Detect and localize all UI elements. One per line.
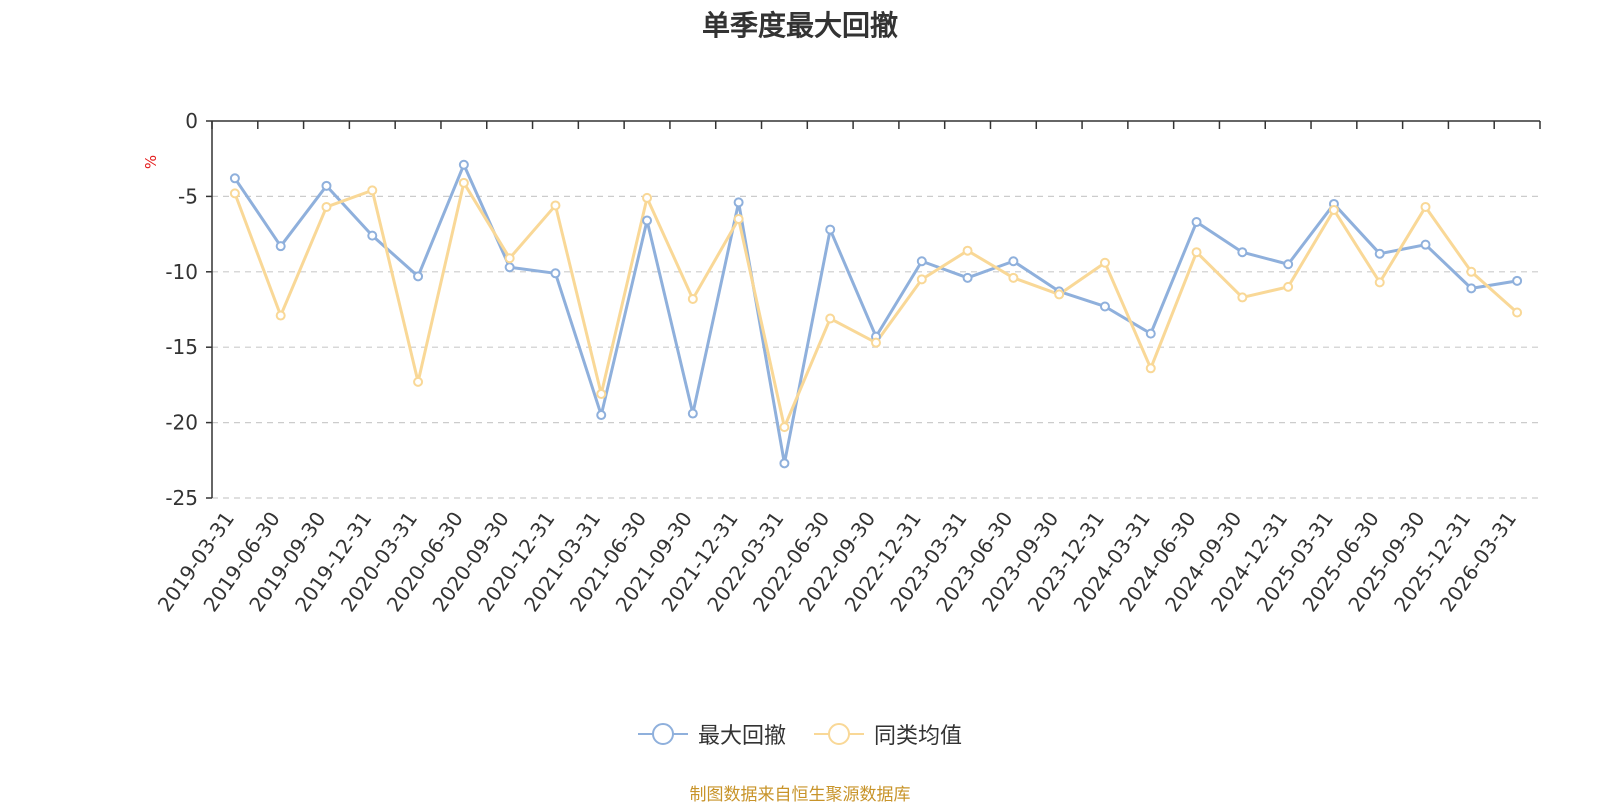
data-point-1 — [642, 192, 653, 203]
legend-label: 最大回撤 — [697, 724, 786, 749]
data-point-1 — [1512, 307, 1523, 318]
data-point-0 — [275, 241, 286, 252]
data-point-1 — [1374, 277, 1385, 288]
data-point-0 — [962, 272, 973, 283]
data-point-0 — [1191, 217, 1202, 228]
line-chart: 0-5-10-15-20-252019-03-312019-06-302019-… — [142, 109, 1541, 616]
legend-line-circle-icon — [814, 723, 864, 745]
data-point-1 — [1054, 289, 1065, 300]
data-point-1 — [1466, 266, 1477, 277]
series-layer — [229, 159, 1523, 469]
data-point-0 — [642, 215, 653, 226]
data-point-0 — [1466, 283, 1477, 294]
data-point-1 — [687, 293, 698, 304]
source-note: 制图数据来自恒生聚源数据库 — [689, 785, 911, 805]
data-point-0 — [1374, 248, 1385, 259]
grid-lines — [212, 195, 1540, 499]
data-point-1 — [229, 188, 240, 199]
y-tick-label: 0 — [185, 109, 198, 133]
data-point-1 — [1328, 204, 1339, 215]
data-point-0 — [367, 230, 378, 241]
data-point-0 — [321, 180, 332, 191]
data-point-1 — [962, 245, 973, 256]
y-axis-label: % — [142, 155, 160, 169]
y-tick-label: -15 — [165, 335, 198, 359]
data-point-1 — [367, 185, 378, 196]
data-point-1 — [825, 313, 836, 324]
data-point-0 — [1099, 301, 1110, 312]
data-point-0 — [550, 268, 561, 279]
data-point-0 — [687, 408, 698, 419]
legend-label: 同类均值 — [874, 724, 963, 749]
data-point-0 — [1512, 275, 1523, 286]
data-point-0 — [779, 458, 790, 469]
data-point-1 — [1191, 247, 1202, 258]
data-point-1 — [550, 200, 561, 211]
data-point-1 — [779, 422, 790, 433]
data-point-0 — [1145, 328, 1156, 339]
data-point-1 — [1145, 363, 1156, 374]
y-tick-label: -20 — [165, 411, 198, 435]
data-point-1 — [596, 388, 607, 399]
data-point-1 — [504, 253, 515, 264]
axes: 0-5-10-15-20-252019-03-312019-06-302019-… — [153, 109, 1541, 616]
data-point-0 — [825, 224, 836, 235]
data-point-0 — [413, 271, 424, 282]
legend: 最大回撤 同类均值 — [0, 718, 1600, 750]
data-point-0 — [1420, 239, 1431, 250]
data-point-1 — [733, 214, 744, 225]
data-point-1 — [1237, 292, 1248, 303]
data-point-1 — [458, 177, 469, 188]
data-point-1 — [413, 376, 424, 387]
data-point-1 — [1420, 201, 1431, 212]
data-point-1 — [321, 201, 332, 212]
data-point-1 — [1283, 281, 1294, 292]
data-point-0 — [1237, 247, 1248, 258]
data-point-1 — [916, 274, 927, 285]
legend-item-series-0[interactable]: 最大回撤 — [637, 718, 786, 750]
legend-item-series-1[interactable]: 同类均值 — [814, 718, 962, 750]
data-point-0 — [504, 262, 515, 273]
data-point-1 — [871, 337, 881, 348]
data-point-0 — [1283, 259, 1294, 270]
legend-line-circle-icon — [637, 723, 688, 745]
data-point-0 — [458, 159, 469, 170]
y-tick-label: -25 — [165, 486, 198, 510]
data-point-1 — [1008, 272, 1019, 283]
chart-title: 单季度最大回撤 — [701, 9, 898, 42]
data-point-0 — [596, 410, 607, 421]
data-point-0 — [229, 173, 240, 184]
data-point-0 — [733, 197, 744, 208]
data-point-0 — [1008, 256, 1019, 267]
data-point-1 — [275, 310, 286, 321]
y-tick-label: -5 — [178, 184, 198, 208]
y-tick-label: -10 — [165, 260, 198, 284]
series-line-0 — [233, 163, 1518, 465]
data-point-0 — [916, 256, 927, 267]
data-point-1 — [1099, 257, 1110, 268]
series-line-1 — [233, 181, 1519, 429]
